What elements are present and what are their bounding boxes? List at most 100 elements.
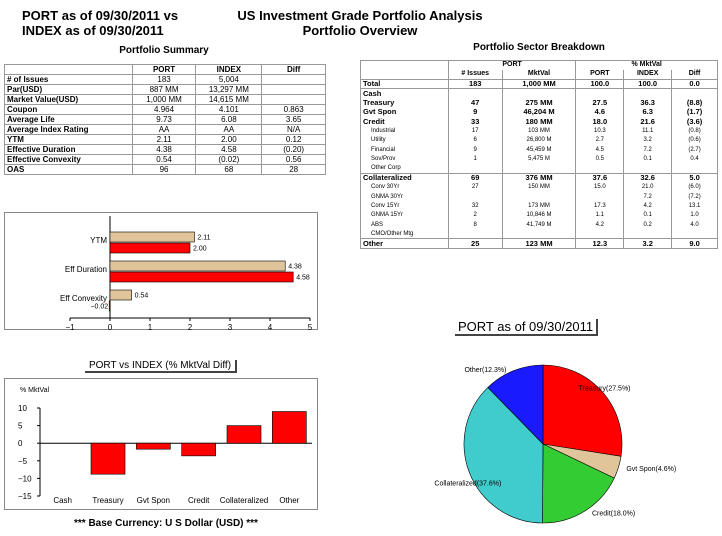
sector-row: Gvt Spon 9 46,204 M 4.6 6.3 (1.7): [360, 107, 718, 117]
sector-value: 100.0: [575, 78, 625, 89]
sector-column-header: [360, 69, 449, 80]
category-label: Cash: [53, 496, 72, 505]
sector-subrow: Conv 15Yr 32 173 MM 17.3 4.2 13.1: [360, 201, 718, 211]
sector-value: 3.2: [623, 238, 673, 249]
sector-column-header: PORT: [575, 69, 625, 80]
sector-value: 6.3: [623, 107, 673, 117]
sector-value: [575, 163, 625, 174]
sector-label: Cash: [360, 88, 449, 99]
sector-title: Portfolio Sector Breakdown: [473, 42, 605, 53]
sector-value: 180 MM: [501, 116, 577, 127]
summary-column-header: [4, 64, 133, 75]
sector-value: 5.0: [671, 172, 718, 183]
sector-value: 33: [447, 116, 503, 127]
category-label: Treasury: [92, 496, 123, 505]
diff-bar: [272, 411, 307, 444]
summary-value: 183: [131, 74, 197, 85]
summary-label: Effective Convexity: [4, 154, 133, 165]
pie-slice: [463, 387, 544, 524]
sector-row: Other 25 123 MM 12.3 3.2 9.0: [360, 238, 718, 249]
sector-value: 9: [447, 145, 503, 155]
sector-label: Utility: [360, 135, 449, 146]
summary-value: 1,000 MM: [131, 94, 197, 105]
pie-slice-label: Treasury(27.5%): [579, 385, 631, 392]
sector-value: 100.0: [623, 78, 673, 89]
summary-column-header: INDEX: [195, 64, 263, 75]
summary-row: YTM 2.11 2.00 0.12: [4, 134, 326, 145]
summary-row: # of Issues 183 5,004: [4, 74, 326, 85]
summary-row: Coupon 4.964 4.101 0.863: [4, 104, 326, 115]
pie-slice: [542, 443, 615, 524]
sector-value: 7.2: [623, 191, 673, 202]
summary-value: 9.73: [131, 114, 197, 125]
summary-value: [261, 84, 326, 95]
sector-value: 27.5: [575, 98, 625, 108]
y-tick-label: 0: [18, 439, 23, 448]
summary-value: 0.863: [261, 104, 326, 115]
index-date-line: INDEX as of 09/30/2011: [22, 23, 164, 38]
report-title: US Investment Grade Portfolio Analysis: [237, 8, 483, 23]
sector-label: Other Corp: [360, 163, 449, 174]
sector-label: Other: [360, 238, 449, 249]
sector-value: 0.4: [671, 154, 718, 164]
sector-subrow: Industrial 17 103 MM 10.3 11.1 (0.8): [360, 126, 718, 136]
sector-label: ABS: [360, 220, 449, 230]
sector-value: 4.6: [575, 107, 625, 117]
summary-value: 4.38: [131, 144, 197, 155]
summary-label: Effective Duration: [4, 144, 133, 155]
summary-label: Average Life: [4, 114, 133, 125]
sector-column-header: # Issues: [447, 69, 503, 80]
sector-value: (7.2): [671, 191, 718, 202]
sector-label: Gvt Spon: [360, 107, 449, 117]
sector-subrow: GNMA 15Yr 2 10,846 M 1.1 0.1 1.0: [360, 210, 718, 221]
sector-value: 69: [447, 172, 503, 183]
sector-value: [671, 229, 718, 239]
sector-label: Collateralized: [360, 172, 449, 183]
bar-value-label: 4.58: [296, 275, 310, 282]
sector-subrow: CMO/Other Mtg: [360, 229, 718, 239]
risk-bar-chart: −1 0 1 2 3 4 5 YTM 2.11 2.00 Eff Duration 4.38 4.58 E…: [60, 216, 313, 332]
sector-value: 3.2: [623, 135, 673, 146]
sector-label: Industrial: [360, 126, 449, 136]
sector-value: [447, 191, 503, 202]
diff-bar: [226, 425, 262, 444]
sector-value: 4.5: [575, 145, 625, 155]
sector-value: 6: [447, 135, 503, 146]
sector-value: [501, 191, 577, 202]
sector-value: [575, 191, 625, 202]
y-axis-label: % MktVal: [20, 387, 49, 394]
bar-value-label: 2.11: [197, 235, 210, 242]
sector-header-row: # Issues MktVal PORT INDEX Diff: [360, 69, 718, 80]
summary-value: 2.00: [195, 134, 263, 145]
sector-breakdown-table: PORT% MktVal # Issues MktVal PORT INDEX Diff T…: [360, 59, 718, 249]
sector-label: Total: [360, 78, 449, 89]
category-label: Other: [279, 496, 299, 505]
diff-bar: [136, 442, 171, 450]
sector-value: 15.0: [575, 182, 625, 192]
sector-value: 0.2: [623, 220, 673, 230]
x-tick-label: 2: [188, 323, 193, 332]
sector-value: (8.8): [671, 98, 718, 108]
summary-value: N/A: [261, 124, 326, 135]
sector-row: Cash: [360, 88, 718, 99]
sector-value: 21.0: [623, 182, 673, 192]
summary-value: AA: [131, 124, 197, 135]
bar-value-label: −0.02: [90, 304, 108, 311]
sector-value: 173 MM: [501, 201, 577, 211]
sector-value: 9.0: [671, 238, 718, 249]
summary-value: 5,004: [195, 74, 263, 85]
sector-value: 1.1: [575, 210, 625, 221]
sector-value: 45,459 M: [501, 145, 577, 155]
bar: [109, 289, 132, 301]
sector-label: Treasury: [360, 98, 449, 108]
summary-value: 887 MM: [131, 84, 197, 95]
y-tick-label: −5: [18, 457, 28, 466]
sector-row: Total 183 1,000 MM 100.0 100.0 0.0: [360, 78, 718, 89]
sector-value: 275 MM: [501, 98, 577, 108]
sector-value: 10,846 M: [501, 210, 577, 221]
summary-label: YTM: [4, 134, 133, 145]
sector-value: 123 MM: [501, 238, 577, 249]
y-tick-label: −15: [18, 492, 32, 501]
sector-label: Financial: [360, 145, 449, 155]
sector-column-header: Diff: [671, 69, 718, 80]
